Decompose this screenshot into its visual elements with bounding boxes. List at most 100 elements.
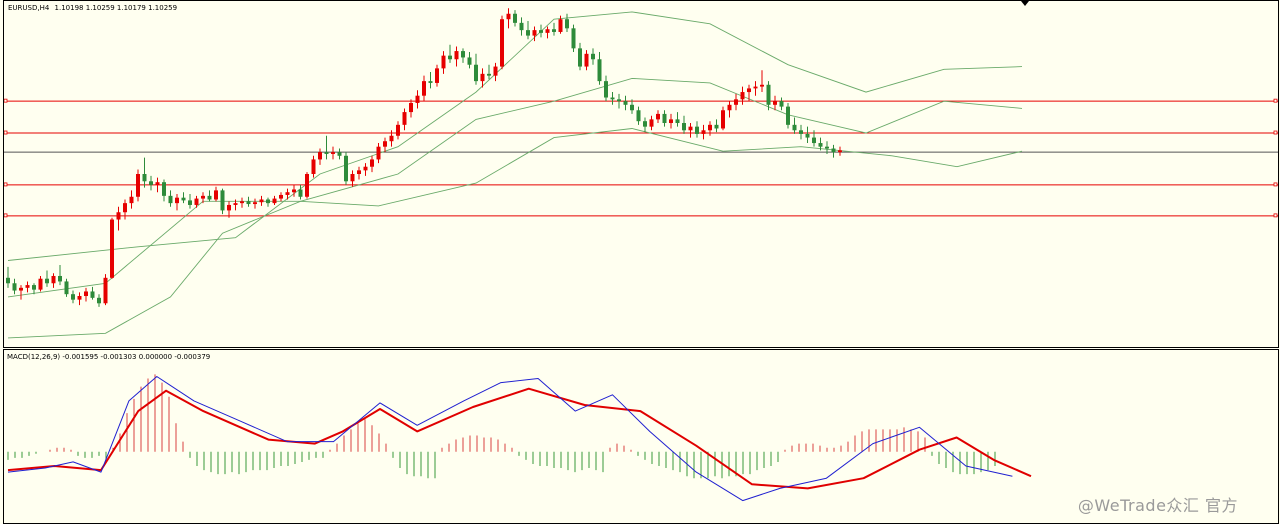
candle[interactable] — [617, 93, 621, 109]
candle[interactable] — [155, 177, 160, 193]
candle[interactable] — [747, 84, 751, 102]
candle[interactable] — [6, 266, 10, 288]
candle[interactable] — [214, 186, 218, 202]
candle[interactable] — [311, 155, 316, 178]
candle[interactable] — [623, 95, 628, 111]
candle[interactable] — [454, 46, 459, 67]
candle[interactable] — [272, 195, 277, 205]
candle[interactable] — [435, 64, 439, 87]
candle[interactable] — [77, 292, 82, 306]
candle[interactable] — [734, 93, 738, 111]
candle[interactable] — [701, 124, 706, 140]
candle[interactable] — [162, 179, 166, 202]
candle[interactable] — [812, 130, 816, 147]
candle[interactable] — [448, 44, 452, 63]
candle[interactable] — [207, 190, 212, 202]
candle[interactable] — [331, 146, 335, 160]
candle[interactable] — [402, 108, 407, 131]
candle[interactable] — [578, 42, 582, 71]
candle[interactable] — [25, 281, 30, 293]
candle[interactable] — [539, 24, 543, 38]
candle[interactable] — [103, 274, 108, 306]
candle[interactable] — [760, 70, 764, 93]
candle[interactable] — [805, 126, 810, 144]
candle[interactable] — [84, 287, 88, 302]
level-handle-left-0[interactable] — [4, 98, 8, 103]
candle[interactable] — [12, 278, 17, 295]
candle[interactable] — [58, 265, 62, 286]
candle[interactable] — [461, 48, 465, 63]
level-handle-right-3[interactable] — [1273, 182, 1278, 187]
candle[interactable] — [773, 95, 777, 111]
candle[interactable] — [123, 199, 127, 220]
candle[interactable] — [97, 294, 101, 307]
candle[interactable] — [714, 119, 719, 133]
candle[interactable] — [116, 206, 121, 231]
candle[interactable] — [792, 117, 797, 134]
price-chart[interactable] — [4, 1, 1278, 347]
candle[interactable] — [19, 285, 23, 300]
candle[interactable] — [779, 97, 784, 111]
candle[interactable] — [500, 15, 504, 70]
candle[interactable] — [487, 64, 491, 80]
candle[interactable] — [513, 10, 517, 27]
candle[interactable] — [467, 51, 472, 69]
candle[interactable] — [337, 148, 342, 160]
candle[interactable] — [350, 170, 355, 187]
candle[interactable] — [266, 197, 270, 207]
candle[interactable] — [201, 192, 205, 204]
candle[interactable] — [259, 195, 264, 206]
candle[interactable] — [428, 72, 433, 89]
candle[interactable] — [662, 110, 667, 127]
candle[interactable] — [526, 21, 530, 40]
shift-arrow-icon[interactable] — [1021, 1, 1029, 6]
candle[interactable] — [324, 135, 329, 160]
candle[interactable] — [129, 190, 134, 209]
candle[interactable] — [591, 48, 595, 65]
candle[interactable] — [643, 117, 647, 133]
candle[interactable] — [344, 152, 348, 185]
candle[interactable] — [519, 17, 524, 36]
level-handle-right-1[interactable] — [1273, 130, 1278, 135]
candle[interactable] — [786, 102, 790, 129]
candle[interactable] — [285, 188, 290, 200]
candle[interactable] — [695, 121, 699, 138]
candle[interactable] — [396, 121, 400, 140]
candle[interactable] — [305, 172, 309, 199]
level-handle-left-1[interactable] — [4, 130, 8, 135]
candle[interactable] — [740, 86, 745, 105]
candle[interactable] — [721, 106, 725, 131]
candle[interactable] — [682, 115, 686, 134]
candle[interactable] — [604, 75, 608, 102]
candle[interactable] — [753, 81, 758, 96]
candle[interactable] — [584, 50, 589, 71]
level-handle-left-4[interactable] — [4, 213, 8, 218]
candle[interactable] — [64, 278, 69, 297]
candle[interactable] — [493, 62, 498, 82]
candle[interactable] — [441, 51, 446, 74]
candle[interactable] — [188, 194, 192, 209]
candle[interactable] — [415, 90, 420, 109]
candle[interactable] — [45, 270, 49, 287]
price-chart-pane[interactable]: EURUSD,H4 1.10198 1.10259 1.10179 1.1025… — [3, 0, 1279, 348]
candle[interactable] — [825, 141, 829, 154]
candle[interactable] — [110, 217, 114, 279]
candle[interactable] — [279, 192, 283, 202]
macd-pane[interactable]: MACD(12,26,9) -0.001595 -0.001303 0.0000… — [3, 349, 1279, 524]
candle[interactable] — [656, 110, 660, 124]
level-handle-left-3[interactable] — [4, 182, 8, 187]
candle[interactable] — [376, 143, 381, 164]
candle[interactable] — [506, 8, 511, 29]
candle[interactable] — [298, 184, 303, 200]
candle[interactable] — [246, 196, 251, 207]
candle[interactable] — [409, 99, 413, 118]
candle[interactable] — [565, 13, 569, 32]
candle[interactable] — [389, 130, 394, 147]
candle[interactable] — [766, 81, 771, 111]
candle[interactable] — [136, 169, 140, 202]
candle[interactable] — [318, 148, 322, 165]
candle[interactable] — [727, 101, 732, 118]
candle[interactable] — [149, 175, 153, 191]
candle[interactable] — [610, 92, 615, 105]
candle[interactable] — [799, 124, 803, 140]
